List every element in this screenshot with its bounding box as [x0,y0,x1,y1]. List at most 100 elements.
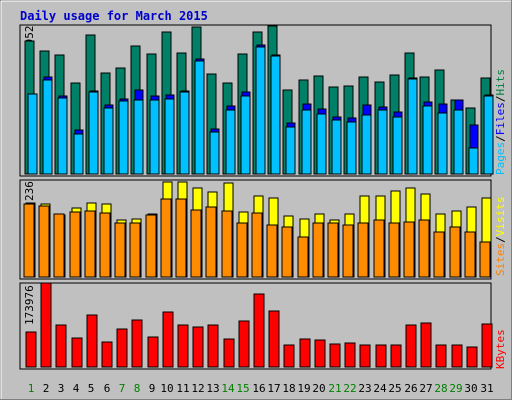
day-label: 11 [176,382,189,395]
hits-pages-bar-day-20 [316,113,327,175]
bars-layer [23,25,494,368]
hits-panel-legend: Pages/Files/Hits [494,69,507,175]
hits-pages-bar-day-30 [468,147,479,175]
day-label: 20 [312,382,325,395]
hits-pages-bar-day-27 [422,105,433,175]
kbytes-panel-legend: KBytes [494,329,507,369]
day-label: 19 [297,382,310,395]
day-label: 21 [328,382,341,395]
kbytes-kbytes-bar-day-3 [55,324,67,368]
kbytes-kbytes-bar-day-14 [223,338,235,368]
kbytes-max-label: 173976 [23,285,36,325]
hits-pages-bar-day-11 [179,91,190,175]
visits-sites-bar-day-22 [342,224,354,278]
day-label: 18 [282,382,295,395]
legend-separator: / [494,236,507,243]
visits-sites-bar-day-21 [327,222,339,278]
visits-panel-legend: Sites/Visits [494,197,507,277]
kbytes-kbytes-bar-day-4 [71,337,83,368]
hits-pages-bar-day-13 [209,131,220,175]
visits-sites-bar-day-24 [373,219,385,278]
visits-sites-bar-day-17 [266,224,278,278]
day-label: 28 [434,382,447,395]
day-label: 12 [191,382,204,395]
hits-pages-bar-day-16 [255,46,266,175]
visits-sites-bar-day-6 [99,212,111,278]
hits-pages-bar-day-14 [225,109,236,175]
day-label: 25 [388,382,401,395]
day-label: 15 [236,382,249,395]
kbytes-kbytes-bar-day-8 [131,319,143,368]
visits-sites-bar-day-12 [190,209,202,278]
legend-pages: Pages [494,142,507,175]
hits-pages-bar-day-17 [270,55,281,175]
hits-pages-bar-day-31 [483,95,494,175]
day-label: 31 [480,382,493,395]
hits-pages-bar-day-1 [27,93,38,175]
visits-sites-bar-day-14 [221,210,233,278]
day-label: 27 [419,382,432,395]
visits-sites-bar-day-30 [464,231,476,278]
legend-separator: / [494,96,507,103]
visits-sites-bar-day-10 [160,198,172,278]
visits-sites-bar-day-15 [236,222,248,278]
visits-sites-bar-day-20 [312,222,324,278]
day-label: 29 [449,382,462,395]
day-label: 10 [160,382,173,395]
kbytes-kbytes-bar-day-23 [359,344,371,368]
visits-sites-bar-day-1 [23,203,35,278]
hits-pages-bar-day-3 [57,97,68,175]
kbytes-kbytes-bar-day-13 [207,324,219,368]
day-label: 9 [149,382,156,395]
day-label: 4 [73,382,80,395]
visits-sites-bar-day-9 [145,214,157,278]
day-label: 6 [104,382,111,395]
visits-max-label: 236 [23,181,36,201]
day-label: 3 [58,382,65,395]
visits-sites-bar-day-5 [84,210,96,278]
day-label: 8 [134,382,141,395]
day-label: 14 [221,382,235,395]
kbytes-kbytes-bar-day-27 [420,322,432,368]
hits-pages-bar-day-15 [240,95,251,175]
hits-pages-bar-day-23 [361,114,372,175]
visits-sites-bar-day-27 [418,219,430,278]
hits-pages-bar-day-24 [377,109,388,175]
visits-sites-bar-day-31 [479,241,491,278]
hits-pages-bar-day-25 [392,116,403,175]
kbytes-kbytes-bar-day-17 [268,310,280,368]
day-label: 23 [358,382,371,395]
legend-visits: Visits [494,197,507,237]
kbytes-kbytes-bar-day-21 [329,343,341,368]
hits-pages-bar-day-7 [118,100,129,175]
kbytes-kbytes-bar-day-26 [405,324,417,368]
kbytes-kbytes-bar-day-7 [116,328,128,368]
kbytes-kbytes-bar-day-16 [253,293,265,368]
kbytes-kbytes-bar-day-12 [192,326,204,368]
kbytes-kbytes-bar-day-11 [177,324,189,368]
legend-hits: Hits [494,69,507,96]
hits-pages-bar-day-29 [453,109,464,175]
kbytes-kbytes-bar-day-28 [435,344,447,368]
hits-pages-bar-day-22 [346,121,357,175]
kbytes-kbytes-bar-day-31 [481,323,493,368]
visits-sites-bar-day-19 [297,236,309,278]
visits-sites-bar-day-16 [251,212,263,278]
hits-pages-bar-day-21 [331,119,342,175]
kbytes-kbytes-bar-day-22 [344,342,356,368]
hits-pages-bar-day-2 [42,79,53,175]
kbytes-kbytes-bar-day-25 [390,344,402,368]
visits-sites-bar-day-18 [281,226,293,278]
visits-sites-bar-day-8 [129,222,141,278]
visits-sites-bar-day-29 [449,226,461,278]
kbytes-kbytes-bar-day-5 [86,314,98,368]
visits-sites-bar-day-3 [53,213,65,278]
visits-sites-bar-day-11 [175,198,187,278]
day-label: 30 [464,382,477,395]
hits-pages-bar-day-12 [194,60,205,175]
kbytes-kbytes-bar-day-9 [147,336,159,368]
kbytes-kbytes-bar-day-20 [314,339,326,368]
hits-pages-bar-day-5 [88,91,99,175]
hits-pages-bar-day-19 [301,109,312,175]
